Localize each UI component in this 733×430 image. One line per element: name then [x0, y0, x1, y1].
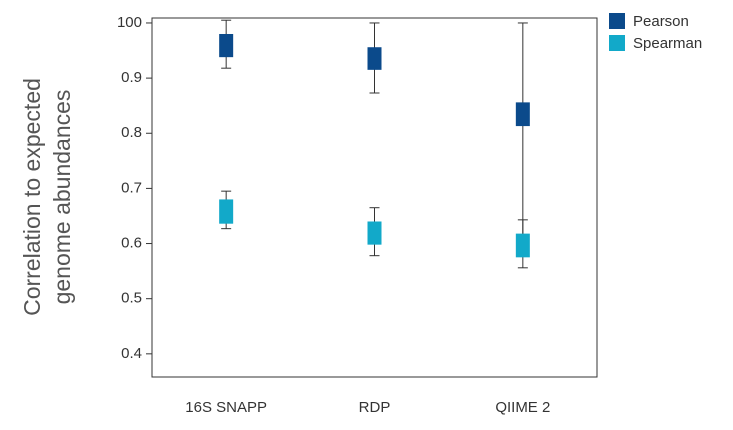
x-tick-label: RDP — [359, 399, 391, 416]
box — [515, 102, 530, 127]
legend-label: Spearman — [633, 35, 702, 52]
plot-frame — [151, 17, 598, 378]
x-tick-label: 16S SNAPP — [185, 399, 267, 416]
box — [219, 33, 234, 58]
x-tick-label: QIIME 2 — [495, 399, 550, 416]
y-tick-label: 100 — [117, 14, 142, 31]
legend-swatch — [609, 13, 625, 29]
y-tick-label: 0.5 — [121, 290, 142, 307]
box — [515, 233, 530, 258]
y-axis-label: Correlation to expected — [19, 78, 45, 316]
y-tick-label: 0.8 — [121, 124, 142, 141]
box — [219, 199, 234, 224]
box — [367, 221, 382, 245]
y-tick-label: 0.6 — [121, 235, 142, 252]
box — [367, 47, 382, 70]
y-tick-label: 0.9 — [121, 69, 142, 86]
y-axis-label: genome abundances — [49, 90, 75, 305]
legend-label: Pearson — [633, 13, 689, 30]
y-tick-label: 0.4 — [121, 345, 142, 362]
y-tick-label: 0.7 — [121, 179, 142, 196]
legend-swatch — [609, 35, 625, 51]
